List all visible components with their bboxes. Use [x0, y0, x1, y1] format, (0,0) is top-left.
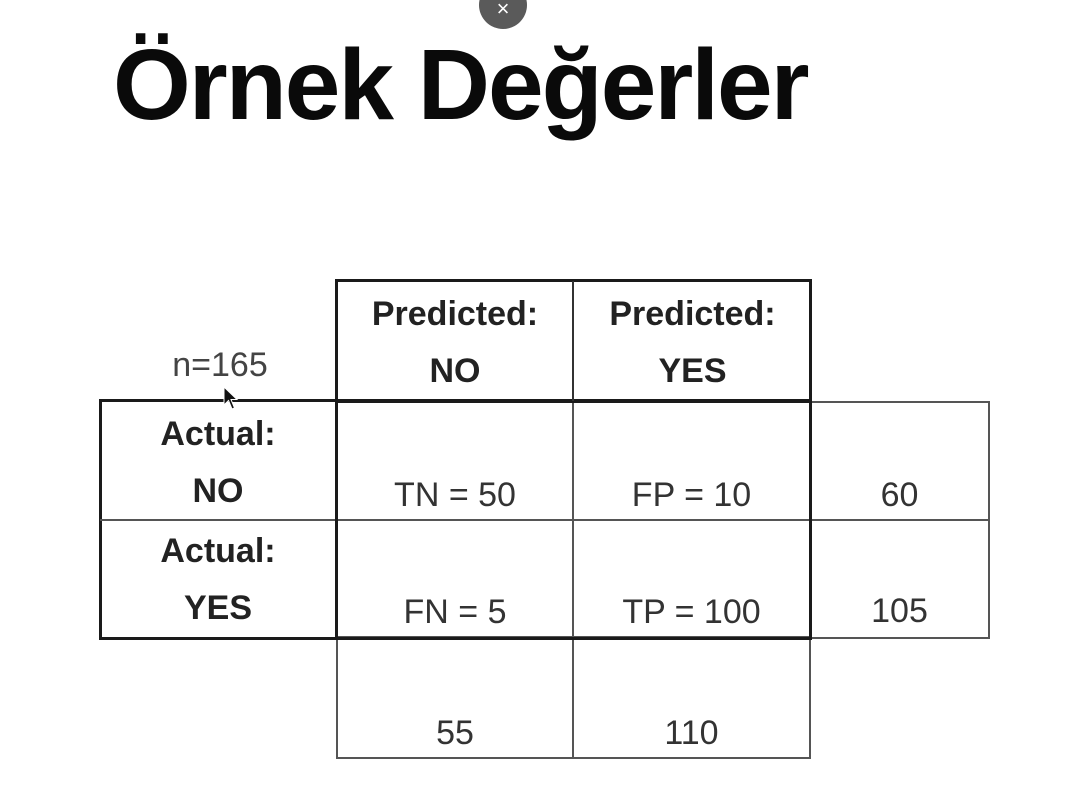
- false-negative-value: FN = 5: [403, 593, 507, 631]
- header-predicted-no: Predicted: NO: [336, 280, 574, 401]
- col-total-yes: 110: [572, 636, 811, 759]
- true-negative-value: TN = 50: [394, 476, 516, 514]
- cell-false-negative: FN = 5: [336, 519, 574, 638]
- mouse-pointer-icon: [223, 386, 239, 410]
- row-total-no-value: 60: [880, 476, 919, 514]
- header-actual-yes-line1: Actual:: [160, 532, 276, 570]
- true-positive-value: TP = 100: [622, 593, 761, 631]
- col-total-no-value: 55: [436, 714, 474, 752]
- col-total-no: 55: [336, 636, 574, 759]
- col-total-yes-value: 110: [664, 714, 719, 752]
- close-icon[interactable]: ×: [496, 0, 510, 21]
- row-total-yes-value: 105: [871, 592, 928, 630]
- header-actual-yes: Actual: YES: [100, 521, 336, 638]
- header-actual-no-line2: NO: [192, 472, 244, 510]
- header-actual-no: Actual: NO: [100, 401, 336, 521]
- header-predicted-no-line1: Predicted:: [371, 295, 539, 333]
- page-title: Örnek Değerler: [113, 29, 810, 141]
- false-positive-value: FP = 10: [631, 476, 752, 514]
- header-actual-no-line1: Actual:: [160, 415, 276, 453]
- header-predicted-no-line2: NO: [429, 352, 481, 390]
- header-predicted-yes-line2: YES: [658, 352, 727, 390]
- sample-size-label: n=165: [172, 346, 268, 384]
- row-total-no: 60: [809, 401, 990, 521]
- header-predicted-yes: Predicted: YES: [574, 280, 811, 401]
- header-actual-yes-line2: YES: [183, 589, 253, 627]
- header-predicted-yes-line1: Predicted:: [609, 295, 776, 333]
- cell-true-negative: TN = 50: [336, 401, 574, 521]
- cell-true-positive: TP = 100: [572, 519, 811, 638]
- cell-false-positive: FP = 10: [572, 401, 811, 521]
- row-total-yes: 105: [809, 519, 990, 639]
